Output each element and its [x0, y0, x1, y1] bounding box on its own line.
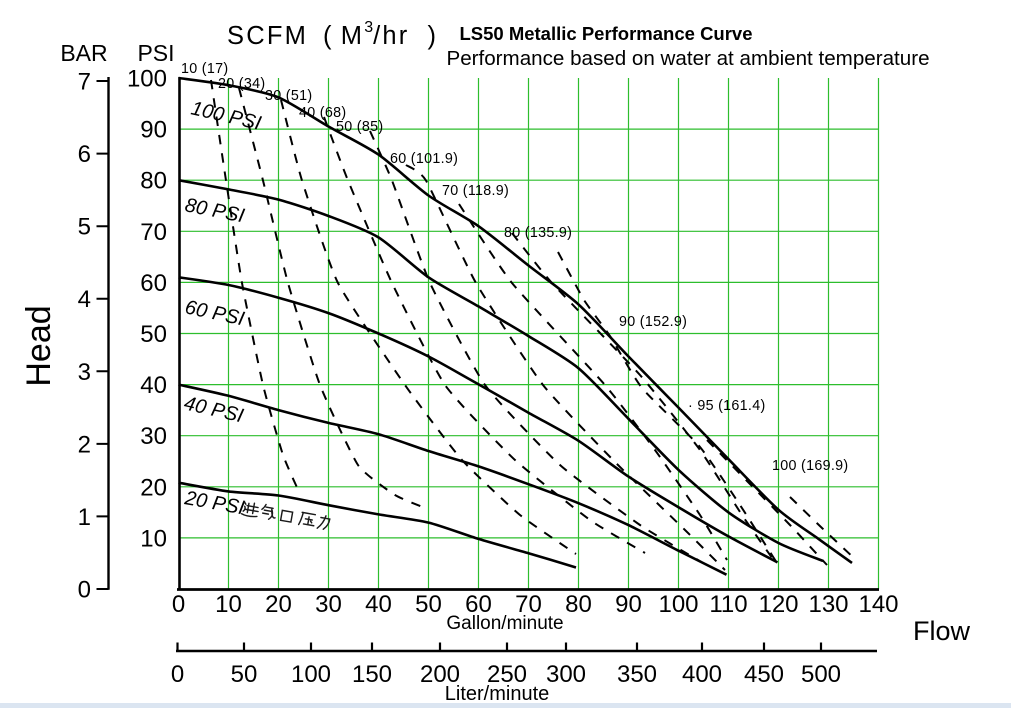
svg-text:20 (34): 20 (34)	[218, 76, 265, 92]
svg-text:150: 150	[352, 661, 392, 688]
svg-text:10: 10	[215, 591, 242, 618]
svg-text:120: 120	[758, 591, 798, 618]
svg-text:40 (68): 40 (68)	[299, 105, 346, 121]
svg-text:7: 7	[78, 69, 91, 96]
svg-text:90 (152.9): 90 (152.9)	[619, 314, 687, 330]
svg-text:50: 50	[231, 661, 258, 688]
svg-text:500: 500	[801, 661, 841, 688]
svg-text:20: 20	[140, 474, 167, 501]
svg-text:4: 4	[78, 286, 91, 313]
svg-text:350: 350	[617, 661, 657, 688]
svg-text:60 (101.9): 60 (101.9)	[390, 151, 458, 167]
svg-text:20: 20	[265, 591, 292, 618]
svg-text:BAR: BAR	[60, 40, 107, 66]
svg-text:· 95 (161.4): · 95 (161.4)	[688, 398, 766, 414]
svg-text:5: 5	[78, 214, 91, 241]
svg-text:6: 6	[78, 141, 91, 168]
svg-text:3: 3	[78, 359, 91, 386]
svg-text:10 (17): 10 (17)	[181, 61, 228, 77]
svg-text:PSI: PSI	[137, 40, 174, 66]
svg-text:0: 0	[78, 577, 91, 604]
svg-text:100: 100	[127, 66, 167, 93]
svg-text:130: 130	[808, 591, 848, 618]
svg-text:300: 300	[546, 661, 586, 688]
svg-text:Flow: Flow	[913, 616, 971, 646]
svg-text:SCFM(M3/hr): SCFM(M3/hr)	[227, 19, 438, 50]
svg-text:0: 0	[172, 591, 185, 618]
svg-text:100: 100	[658, 591, 698, 618]
svg-text:250: 250	[487, 661, 527, 688]
svg-text:90: 90	[615, 591, 642, 618]
svg-text:30: 30	[140, 423, 167, 450]
svg-text:40: 40	[140, 372, 167, 399]
svg-text:400: 400	[682, 661, 722, 688]
svg-text:1: 1	[78, 504, 91, 531]
svg-text:80 (135.9): 80 (135.9)	[504, 225, 572, 241]
svg-text:200: 200	[420, 661, 460, 688]
svg-text:2: 2	[78, 431, 91, 458]
svg-text:70: 70	[515, 591, 542, 618]
svg-text:110: 110	[709, 591, 747, 618]
svg-text:80: 80	[565, 591, 592, 618]
svg-text:450: 450	[744, 661, 784, 688]
svg-text:Performance based on water at: Performance based on water at ambient te…	[446, 47, 929, 70]
svg-text:100: 100	[291, 661, 331, 688]
svg-text:80: 80	[140, 168, 167, 195]
svg-text:50: 50	[415, 591, 442, 618]
svg-text:100 (169.9): 100 (169.9)	[772, 458, 848, 474]
svg-text:30 (51): 30 (51)	[265, 88, 312, 104]
svg-text:40: 40	[365, 591, 392, 618]
svg-text:10: 10	[140, 525, 167, 552]
svg-text:Gallon/minute: Gallon/minute	[446, 613, 563, 634]
svg-text:50: 50	[140, 321, 167, 348]
svg-text:50 (85): 50 (85)	[336, 119, 383, 135]
svg-text:LS50 Metallic Performance Curv: LS50 Metallic Performance Curve	[459, 23, 752, 44]
svg-text:0: 0	[171, 661, 184, 688]
svg-text:70: 70	[140, 219, 167, 246]
svg-text:70 (118.9): 70 (118.9)	[442, 183, 509, 199]
svg-text:60: 60	[140, 270, 167, 297]
svg-text:140: 140	[858, 591, 898, 618]
svg-text:Head: Head	[20, 305, 58, 386]
svg-text:90: 90	[140, 117, 167, 144]
svg-text:30: 30	[315, 591, 342, 618]
svg-text:60: 60	[465, 591, 492, 618]
svg-text:Liter/minute: Liter/minute	[445, 683, 550, 705]
